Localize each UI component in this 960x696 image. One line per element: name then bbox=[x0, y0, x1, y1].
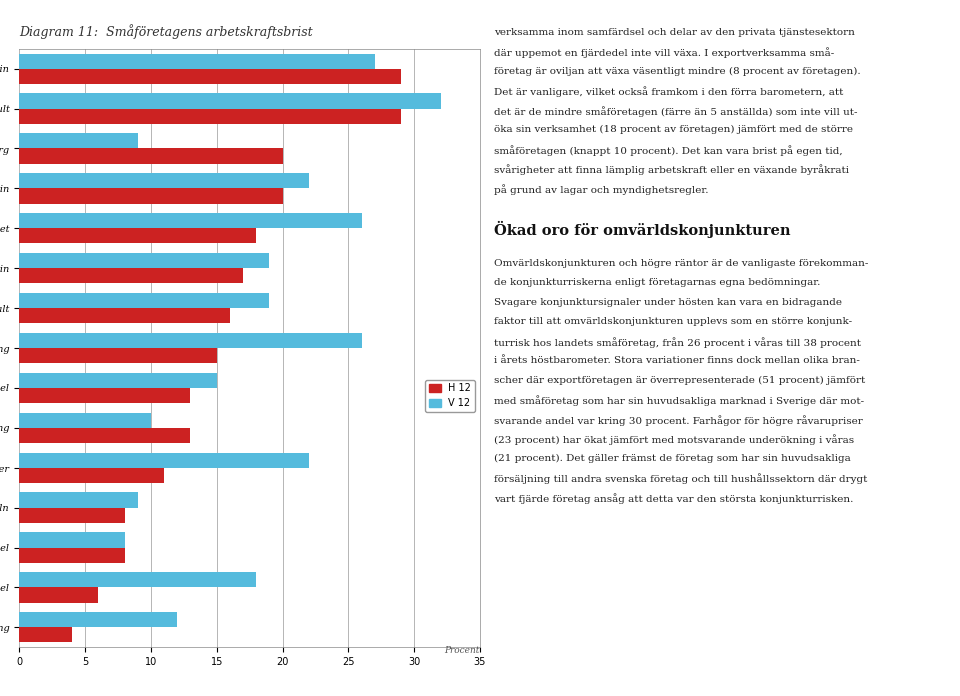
Text: scher där exportföretagen är överrepresenterade (51 procent) jämfört: scher där exportföretagen är överreprese… bbox=[494, 376, 866, 385]
Bar bbox=[19, 54, 374, 69]
Bar bbox=[19, 189, 282, 203]
Bar bbox=[19, 148, 282, 164]
Bar bbox=[19, 587, 98, 603]
Bar bbox=[19, 627, 72, 642]
Text: (23 procent) har ökat jämfört med motsvarande underökning i våras: (23 procent) har ökat jämfört med motsva… bbox=[494, 434, 854, 445]
Bar bbox=[19, 612, 178, 627]
Text: faktor till att omvärldskonjunkturen upplevs som en större konjunk-: faktor till att omvärldskonjunkturen upp… bbox=[494, 317, 852, 326]
Bar bbox=[19, 452, 309, 468]
Bar bbox=[19, 308, 229, 323]
Bar bbox=[19, 213, 362, 228]
Bar bbox=[19, 268, 243, 283]
Bar bbox=[19, 507, 125, 523]
Bar bbox=[19, 69, 401, 84]
Text: Diagram 11:  Småföretagens arbetskraftsbrist: Diagram 11: Småföretagens arbetskraftsbr… bbox=[19, 24, 313, 39]
Bar bbox=[19, 572, 256, 587]
Text: på grund av lagar och myndighetsregler.: på grund av lagar och myndighetsregler. bbox=[494, 184, 708, 194]
Text: de konjunkturriskerna enligt företagarnas egna bedömningar.: de konjunkturriskerna enligt företagarna… bbox=[494, 278, 821, 287]
Text: Ökad oro för omvärldskonjunkturen: Ökad oro för omvärldskonjunkturen bbox=[494, 221, 791, 238]
Text: vart fjärde företag ansåg att detta var den största konjunkturrisken.: vart fjärde företag ansåg att detta var … bbox=[494, 493, 853, 503]
Bar bbox=[19, 253, 270, 268]
Bar bbox=[19, 493, 137, 507]
Bar bbox=[19, 109, 401, 124]
Bar bbox=[19, 228, 256, 244]
Text: svarande andel var kring 30 procent. Farhågor för högre råvarupriser: svarande andel var kring 30 procent. Far… bbox=[494, 415, 863, 425]
Text: det är de mindre småföretagen (färre än 5 anställda) som inte vill ut-: det är de mindre småföretagen (färre än … bbox=[494, 106, 858, 116]
Text: där uppemot en fjärdedel inte vill växa. I exportverksamma små-: där uppemot en fjärdedel inte vill växa.… bbox=[494, 47, 834, 58]
Text: småföretagen (knappt 10 procent). Det kan vara brist på egen tid,: småföretagen (knappt 10 procent). Det ka… bbox=[494, 145, 843, 155]
Bar bbox=[19, 348, 217, 363]
Text: Procent: Procent bbox=[444, 646, 480, 655]
Text: öka sin verksamhet (18 procent av företagen) jämfört med de större: öka sin verksamhet (18 procent av företa… bbox=[494, 125, 853, 134]
Bar bbox=[19, 373, 217, 388]
Text: i årets höstbarometer. Stora variationer finns dock mellan olika bran-: i årets höstbarometer. Stora variationer… bbox=[494, 356, 860, 365]
Text: Svagare konjunktursignaler under hösten kan vara en bidragande: Svagare konjunktursignaler under hösten … bbox=[494, 298, 843, 307]
Text: Det är vanligare, vilket också framkom i den förra barometern, att: Det är vanligare, vilket också framkom i… bbox=[494, 86, 844, 97]
Text: verksamma inom samfärdsel och delar av den privata tjänstesektorn: verksamma inom samfärdsel och delar av d… bbox=[494, 28, 855, 37]
Bar bbox=[19, 173, 309, 189]
Text: (21 procent). Det gäller främst de företag som har sin huvudsakliga: (21 procent). Det gäller främst de föret… bbox=[494, 454, 852, 463]
Text: svårigheter att finna lämplig arbetskraft eller en växande byråkrati: svårigheter att finna lämplig arbetskraf… bbox=[494, 164, 850, 175]
Bar bbox=[19, 548, 125, 562]
Bar bbox=[19, 388, 190, 403]
Text: turrisk hos landets småföretag, från 26 procent i våras till 38 procent: turrisk hos landets småföretag, från 26 … bbox=[494, 337, 861, 347]
Text: företag är oviljan att växa väsentligt mindre (8 procent av företagen).: företag är oviljan att växa väsentligt m… bbox=[494, 67, 861, 76]
Bar bbox=[19, 428, 190, 443]
Text: försäljning till andra svenska företag och till hushållssektorn där drygt: försäljning till andra svenska företag o… bbox=[494, 473, 868, 484]
Bar bbox=[19, 468, 164, 483]
Text: med småföretag som har sin huvudsakliga marknad i Sverige där mot-: med småföretag som har sin huvudsakliga … bbox=[494, 395, 865, 406]
Bar bbox=[19, 293, 270, 308]
Bar bbox=[19, 93, 441, 109]
Bar bbox=[19, 333, 362, 348]
Bar bbox=[19, 532, 125, 548]
Bar bbox=[19, 413, 151, 428]
Text: Omvärldskonjunkturen och högre räntor är de vanligaste förekomman-: Omvärldskonjunkturen och högre räntor är… bbox=[494, 259, 869, 268]
Legend: H 12, V 12: H 12, V 12 bbox=[425, 379, 475, 412]
Bar bbox=[19, 134, 137, 148]
